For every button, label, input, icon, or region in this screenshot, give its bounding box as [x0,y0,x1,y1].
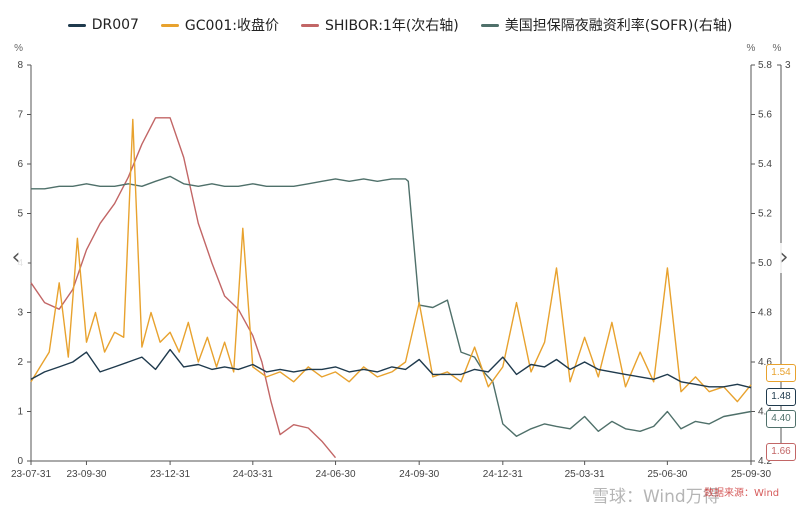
sofr-end-label: 4.40 [766,410,796,428]
dr007-end-label: 1.48 [766,388,796,406]
legend-label: DR007 [91,17,139,33]
right-tick-label: 5.8 [758,60,772,71]
series-line-3 [31,175,752,437]
right2-unit-label: % [773,43,782,54]
x-tick-label: 24-12-31 [483,469,523,480]
source-note: 数据来源：Wind [704,488,780,499]
left-unit-label: % [14,43,23,54]
x-tick-label: 25-03-31 [565,469,605,480]
previous-arrow-icon[interactable]: ‹ [4,243,28,273]
legend-label: GC001:收盘价 [184,18,279,34]
legend-label: SHIBOR:1年(次右轴) [324,18,459,34]
right-tick-label: 5.2 [758,209,772,220]
watermark: 雪球：Wind万得 [592,487,720,507]
legend-item-0[interactable]: DR007 [67,14,139,36]
legend-swatch [160,23,179,27]
left-tick-label: 7 [17,110,23,121]
shibor-end-label: 1.66 [766,443,796,461]
legend-item-2[interactable]: SHIBOR:1年(次右轴) [300,14,459,36]
x-tick-label: 23-09-30 [66,469,106,480]
x-tick-label: 25-06-30 [647,469,687,480]
right-tick-label: 5.6 [758,110,772,121]
x-tick-label: 23-12-31 [150,469,190,480]
x-tick-label: 25-09-30 [731,469,771,480]
right-tick-label: 5.4 [758,159,772,170]
left-tick-label: 6 [17,159,23,170]
legend-swatch [67,23,86,27]
legend-swatch [300,23,319,27]
right-tick-label: 4.6 [758,357,772,368]
series-line-0 [30,348,752,389]
left-tick-label: 1 [17,407,23,418]
left-tick-label: 8 [17,60,23,71]
left-tick-label: 5 [17,209,23,220]
left-tick-label: 2 [17,357,23,368]
right-tick-label: 4.4 [758,407,772,418]
x-tick-label: 24-03-31 [233,469,273,480]
legend-swatch [480,23,499,27]
series-line-1 [30,118,752,403]
legend-label: 美国担保隔夜融资利率(SOFR)(右轴) [504,18,733,34]
next-arrow-icon[interactable]: › [772,243,796,273]
series-line-2 [30,117,337,459]
left-tick-label: 3 [17,308,23,319]
legend-item-1[interactable]: GC001:收盘价 [160,14,279,36]
right-tick-label: 4.2 [758,456,772,467]
right-unit-label: % [747,43,756,54]
chart-legend: DR007 GC001:收盘价 SHIBOR:1年(次右轴) 美国担保隔夜融资利率(S… [0,14,800,36]
legend-item-3[interactable]: 美国担保隔夜融资利率(SOFR)(右轴) [480,14,733,36]
right-tick-label: 4.8 [758,308,772,319]
x-tick-label: 24-09-30 [399,469,439,480]
right2-tick-label: 3 [785,60,791,71]
x-tick-label: 24-06-30 [316,469,356,480]
right-tick-label: 5.0 [758,258,772,269]
left-tick-label: 0 [17,456,23,467]
x-tick-label: 23-07-31 [11,469,51,480]
gc001-end-label: 1.54 [766,364,796,382]
